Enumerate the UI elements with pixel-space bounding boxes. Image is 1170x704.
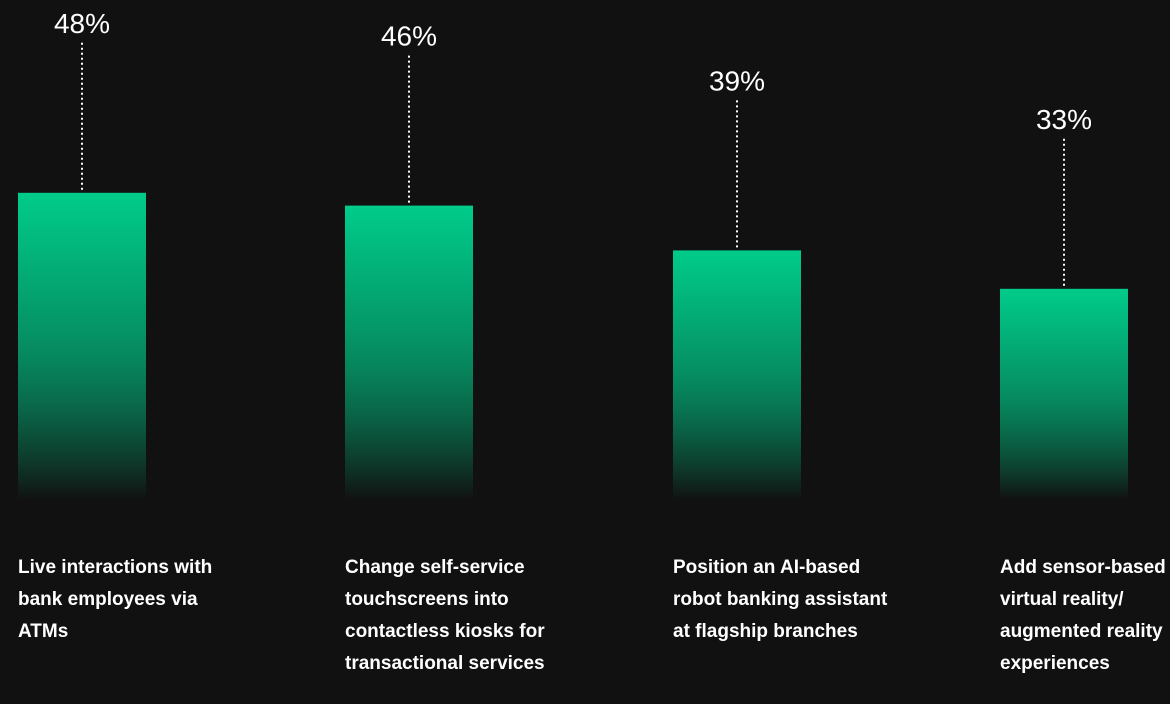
value-label-2: 46% [381,21,437,52]
value-label-4: 33% [1036,104,1092,135]
bar-1 [18,192,146,501]
bar-4 [1000,288,1128,500]
bars-layer: 48% 46% 39% 33% [18,8,1128,501]
bar-group-3: 39% [673,65,801,500]
category-label-2: Change self-service touchscreens into co… [345,557,545,674]
value-label-3: 39% [709,65,765,96]
category-label-1: Live interactions with bank employees vi… [18,557,213,642]
bar-group-4: 33% [1000,104,1128,500]
category-label-3: Position an AI-based robot banking assis… [673,557,888,642]
category-label-4: Add sensor-based virtual reality/ augmen… [1000,557,1166,674]
value-label-1: 48% [54,8,110,39]
bar-3 [673,250,801,500]
bar-2 [345,205,473,500]
bar-group-1: 48% [18,8,146,501]
bar-group-2: 46% [345,21,473,500]
